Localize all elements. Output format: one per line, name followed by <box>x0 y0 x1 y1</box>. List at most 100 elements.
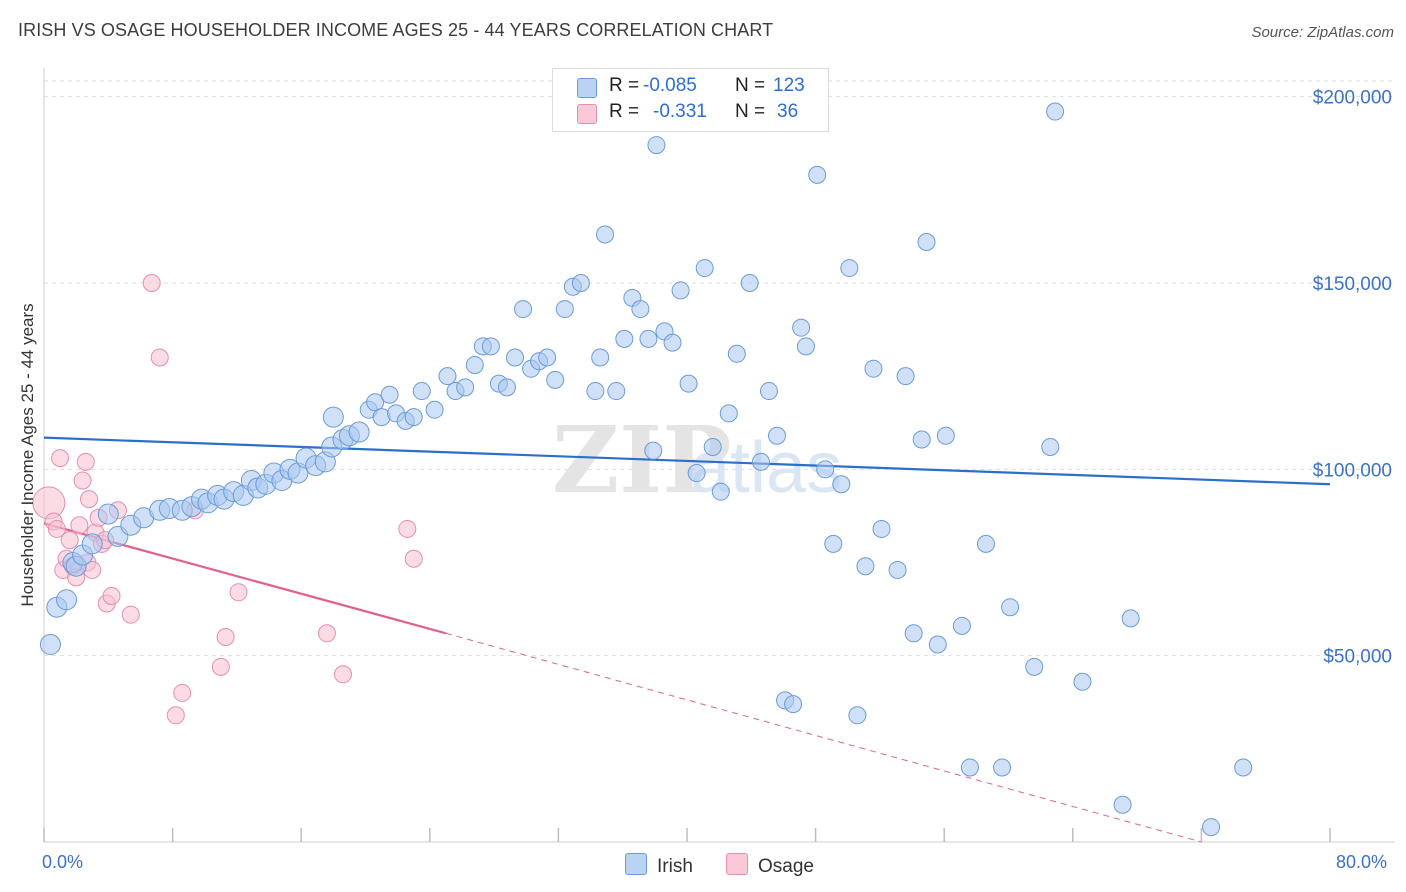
osage-point <box>47 519 66 538</box>
irish-point <box>695 259 714 278</box>
y-tick-label: $200,000 <box>1313 88 1392 109</box>
osage-point <box>51 449 70 468</box>
irish-point <box>848 706 867 725</box>
osage-point <box>398 519 417 538</box>
irish-point <box>687 464 706 483</box>
irish-point <box>936 426 955 445</box>
osage-point <box>142 273 161 292</box>
irish-point <box>740 273 759 292</box>
osage-point <box>80 490 99 509</box>
irish-point <box>1025 657 1044 676</box>
irish-point <box>546 370 565 389</box>
irish-point <box>538 348 557 367</box>
irish-point <box>1121 609 1140 628</box>
irish-swatch <box>577 78 597 98</box>
irish-point <box>824 534 843 553</box>
irish-point <box>759 382 778 401</box>
irish-point <box>97 503 119 525</box>
source-label: Source: ZipAtlas.com <box>1251 24 1394 41</box>
irish-point <box>412 382 431 401</box>
irish-point <box>631 300 650 319</box>
irish-point <box>840 259 859 278</box>
y-tick-label: $100,000 <box>1313 460 1392 481</box>
irish-point <box>647 136 666 155</box>
irish-point <box>917 232 936 251</box>
irish-point <box>856 557 875 576</box>
irish-point <box>1113 795 1132 814</box>
osage-point <box>150 348 169 367</box>
osage-point <box>166 706 185 725</box>
correlation-legend: R = -0.085 N = 123 R = -0.331 N = 36 <box>552 68 829 132</box>
osage-r-label: R = <box>609 101 640 122</box>
osage-r-value: -0.331 <box>653 101 707 122</box>
irish-point <box>796 337 815 356</box>
irish-legend-label: Irish <box>657 856 693 877</box>
irish-point <box>703 437 722 456</box>
irish-point <box>322 406 344 428</box>
legend-item-osage[interactable]: Osage <box>726 853 814 878</box>
osage-legend-swatch <box>726 853 748 875</box>
osage-point <box>73 471 92 490</box>
irish-point <box>586 382 605 401</box>
x-tick-label-min: 0.0% <box>42 852 84 872</box>
irish-point <box>952 616 971 635</box>
irish-point <box>639 329 658 348</box>
irish-point <box>497 378 516 397</box>
irish-r-label: R = <box>609 75 640 96</box>
irish-point <box>993 758 1012 777</box>
irish-point <box>896 367 915 386</box>
osage-point <box>216 628 235 647</box>
irish-point <box>1001 598 1020 617</box>
irish-point <box>727 344 746 363</box>
irish-point <box>719 404 738 423</box>
osage-n-label: N = <box>735 101 766 122</box>
irish-point <box>481 337 500 356</box>
irish-point <box>1073 672 1092 691</box>
x-tick-label-max: 80.0% <box>1336 852 1388 872</box>
irish-point <box>864 359 883 378</box>
osage-point <box>333 665 352 684</box>
irish-point <box>505 348 524 367</box>
irish-point <box>976 534 995 553</box>
irish-point <box>607 382 626 401</box>
irish-point <box>596 225 615 244</box>
osage-swatch <box>577 104 597 124</box>
irish-point <box>1041 437 1060 456</box>
irish-point <box>671 281 690 300</box>
irish-point <box>792 318 811 337</box>
irish-point <box>928 635 947 654</box>
irish-point <box>348 421 370 443</box>
irish-point <box>784 695 803 714</box>
y-axis-label: Householder Income Ages 25 - 44 years <box>18 303 37 607</box>
irish-point <box>56 589 78 611</box>
irish-point <box>404 408 423 427</box>
osage-point <box>229 583 248 602</box>
irish-point <box>751 452 770 471</box>
irish-point <box>832 475 851 494</box>
irish-point <box>679 374 698 393</box>
irish-r-value: -0.085 <box>643 75 697 96</box>
osage-point <box>76 452 95 471</box>
irish-legend-swatch <box>625 853 647 875</box>
irish-point <box>615 329 634 348</box>
irish-point <box>366 393 385 412</box>
irish-point <box>711 482 730 501</box>
osage-trend-extension <box>445 632 1202 843</box>
osage-point <box>317 624 336 643</box>
irish-n-label: N = <box>735 75 766 96</box>
irish-point <box>912 430 931 449</box>
osage-point <box>60 531 79 550</box>
irish-point <box>816 460 835 479</box>
irish-point <box>663 333 682 352</box>
osage-point <box>121 605 140 624</box>
irish-point <box>591 348 610 367</box>
irish-point <box>380 385 399 404</box>
irish-point <box>571 273 590 292</box>
irish-trend-line <box>43 436 1331 486</box>
y-tick-label: $150,000 <box>1313 274 1392 295</box>
irish-point <box>872 519 891 538</box>
legend-item-irish[interactable]: Irish <box>625 853 693 878</box>
irish-point <box>456 378 475 397</box>
irish-point <box>644 441 663 460</box>
